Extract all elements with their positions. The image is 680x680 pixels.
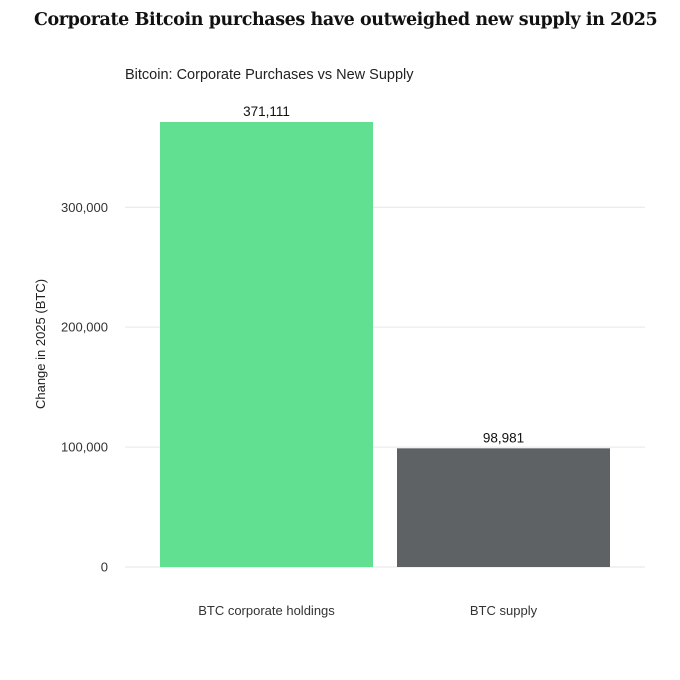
data-labels: 371,111 98,981 bbox=[243, 104, 524, 445]
y-tick-label: 100,000 bbox=[61, 440, 108, 455]
x-category-label: BTC supply bbox=[470, 603, 538, 618]
x-category-label: BTC corporate holdings bbox=[198, 603, 335, 618]
data-label: 371,111 bbox=[243, 104, 290, 119]
y-axis-label: Change in 2025 (BTC) bbox=[33, 279, 48, 409]
x-axis-categories: BTC corporate holdings BTC supply bbox=[198, 603, 537, 618]
headline: Corporate Bitcoin purchases have outweig… bbox=[34, 10, 658, 30]
y-axis-ticks: 0 100,000 200,000 300,000 bbox=[61, 200, 108, 575]
bar bbox=[397, 448, 610, 567]
bars bbox=[160, 122, 610, 567]
y-tick-label: 200,000 bbox=[61, 320, 108, 335]
data-label: 98,981 bbox=[483, 430, 524, 445]
chart-title: Bitcoin: Corporate Purchases vs New Supp… bbox=[125, 67, 414, 83]
bar bbox=[160, 122, 373, 567]
y-tick-label: 0 bbox=[101, 560, 108, 575]
y-tick-label: 300,000 bbox=[61, 200, 108, 215]
